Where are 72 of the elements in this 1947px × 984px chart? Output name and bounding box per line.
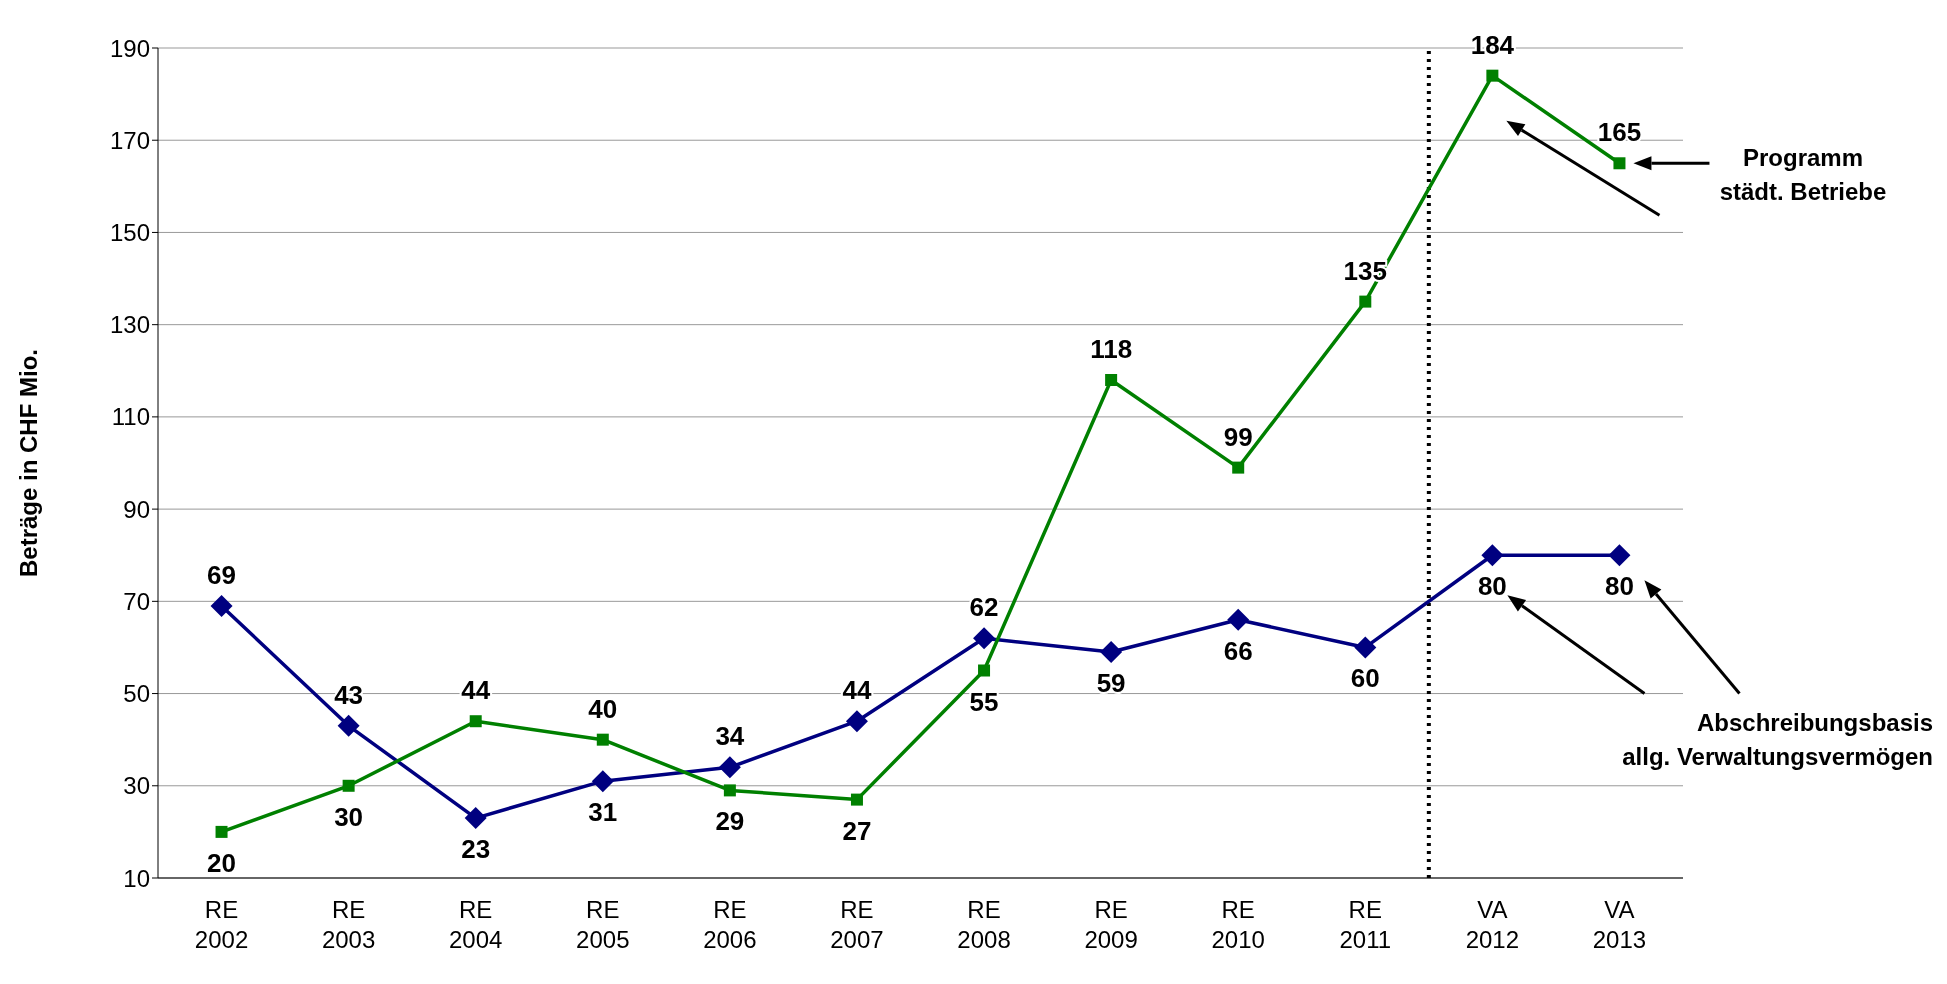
text: Programm städt. Betriebe (1719, 144, 1887, 206)
point (342, 779, 355, 792)
data-label: 80 (1605, 571, 1634, 602)
point (215, 825, 228, 838)
y-tick-label: 110 (111, 403, 150, 431)
data-label: 44 (842, 675, 872, 706)
point (718, 756, 741, 779)
y-axis-title: Beträge in CHF Mio. (14, 348, 42, 578)
point (210, 594, 233, 617)
point (850, 793, 863, 806)
y-tick-label: 130 (109, 311, 150, 339)
point (973, 627, 996, 650)
x-tick-label: RE 2002 (194, 896, 249, 953)
y-tick-label: 50 (123, 680, 150, 708)
point (978, 664, 991, 677)
x-tick-label: VA 2012 (1465, 896, 1520, 953)
point (1354, 636, 1377, 659)
data-label: 62 (969, 592, 999, 623)
y-tick-label: 10 (123, 864, 150, 892)
y-tick-label: 90 (123, 495, 150, 523)
x-tick-label: RE 2008 (957, 896, 1011, 953)
x-tick-label: RE 2007 (830, 896, 884, 953)
point (1232, 461, 1245, 474)
data-label: 40 (588, 693, 618, 724)
data-label: 165 (1597, 117, 1642, 148)
point (591, 770, 614, 793)
data-label: 29 (715, 806, 745, 837)
data-label: 30 (334, 801, 364, 832)
x-tick-label: RE 2011 (1339, 896, 1392, 953)
point (337, 714, 360, 737)
data-label: 60 (1350, 663, 1380, 694)
point (1608, 544, 1631, 567)
data-label: 23 (461, 834, 491, 865)
x-tick-label: RE 2004 (449, 896, 503, 953)
x-tick-label: RE 2005 (576, 896, 630, 953)
data-label: 31 (588, 797, 618, 828)
x-tick-label: VA 2013 (1592, 896, 1647, 953)
x-tick-label: RE 2003 (321, 896, 376, 953)
point (1613, 157, 1626, 170)
point (1227, 608, 1250, 631)
data-label: 34 (715, 721, 745, 752)
y-tick-label: 170 (109, 126, 150, 154)
data-label: 43 (334, 679, 364, 710)
point (469, 715, 482, 728)
data-label: 44 (461, 675, 491, 706)
y-tick-label: 70 (123, 587, 150, 615)
data-label: 55 (969, 686, 999, 717)
point (1105, 374, 1118, 386)
x-tick-label: RE 2009 (1084, 896, 1138, 953)
point (1359, 295, 1372, 308)
point (845, 710, 868, 733)
point (464, 807, 487, 830)
data-label: 184 (1470, 29, 1515, 60)
data-label: 20 (207, 847, 236, 878)
x-tick-label: RE 2006 (703, 896, 757, 953)
point (1481, 544, 1504, 567)
data-label: 59 (1096, 668, 1126, 699)
data-label: 69 (207, 559, 236, 590)
data-label: 99 (1223, 421, 1253, 452)
x-tick-label: RE 2010 (1211, 896, 1265, 953)
y-tick-label: 30 (123, 772, 150, 800)
data-label: 66 (1223, 635, 1253, 666)
y-tick-label: 150 (109, 218, 150, 246)
data-label: 27 (842, 815, 872, 846)
data-label: 118 (1090, 334, 1133, 364)
point (596, 733, 609, 746)
data-label: 80 (1477, 571, 1507, 602)
point (1486, 69, 1499, 82)
text: Abschreibungsbasis allg. Verwaltungsvermögen (1622, 708, 1933, 770)
point (723, 784, 736, 797)
y-tick-label: 190 (109, 34, 150, 62)
point (1100, 641, 1123, 664)
